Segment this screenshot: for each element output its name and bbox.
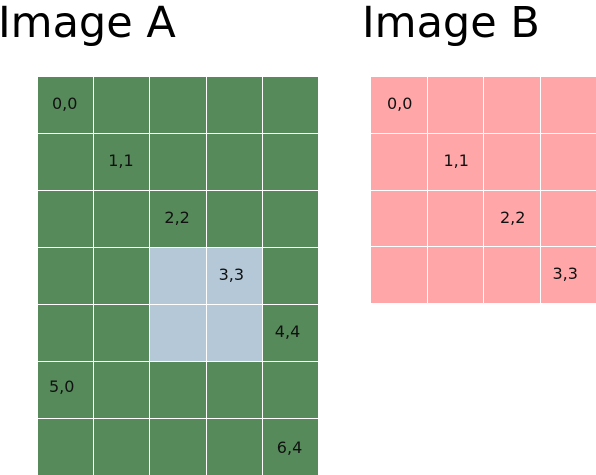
image-a-cell-3-2: [150, 248, 206, 304]
image-a-cell-label: 2,2: [164, 208, 190, 227]
image-a-cell-3-1: [94, 248, 150, 304]
image-a-cell-1-2: [150, 134, 206, 190]
image-a-cell-6-4: 6,4: [262, 419, 318, 475]
image-a-cell-5-4: [262, 362, 318, 418]
image-a-cell-4-1: [94, 305, 150, 361]
image-b-cell-2-1: [427, 190, 483, 247]
image-a-cell-label: 3,3: [218, 265, 245, 284]
image-a-cell-2-2: 2,2: [150, 191, 206, 247]
image-a-cell-6-0: [38, 419, 94, 475]
image-b-title: Image B: [362, 0, 540, 48]
image-a-cell-4-4: 4,4: [262, 305, 318, 361]
image-a-cell-0-2: [150, 77, 206, 133]
image-b-cell-label: 2,2: [500, 207, 526, 227]
image-b-cell-0-1: [427, 77, 483, 133]
image-a-cell-2-1: [94, 191, 150, 247]
image-a-cell-0-3: [206, 77, 262, 133]
image-a-cell-4-2: [150, 305, 206, 361]
image-b-cell-2-0: [371, 190, 427, 247]
image-a-cell-5-2: [150, 362, 206, 418]
image-b-grid: 0,0 1,1 2,2 3,3: [371, 77, 596, 303]
image-a-cell-label: 0,0: [52, 94, 78, 113]
image-b-cell-3-1: [427, 247, 483, 303]
image-b-cell-3-3: 3,3: [540, 247, 596, 303]
image-a-cell-4-3: [206, 305, 262, 361]
image-b-cell-1-1: 1,1: [427, 133, 483, 190]
image-b-cell-0-3: [540, 77, 596, 133]
image-b-cell-0-0: 0,0: [371, 77, 427, 133]
image-b-cell-3-0: [371, 247, 427, 303]
image-a-title: Image A: [0, 0, 176, 48]
image-b-cell-0-2: [484, 77, 540, 133]
image-a-cell-6-1: [94, 419, 150, 475]
image-a-cell-6-3: [206, 419, 262, 475]
image-a-grid: 0,0 1,1 2,2 3,3 4,4 5,0 6,4: [38, 77, 318, 475]
image-b-cell-3-2: [484, 247, 540, 303]
image-a-cell-5-3: [206, 362, 262, 418]
image-a-cell-1-3: [206, 134, 262, 190]
image-a-cell-1-0: [38, 134, 94, 190]
image-a-cell-2-3: [206, 191, 262, 247]
image-a-cell-6-2: [150, 419, 206, 475]
image-a-cell-1-1: 1,1: [94, 134, 150, 190]
image-a-cell-label: 6,4: [276, 438, 303, 457]
image-b-cell-label: 3,3: [552, 264, 578, 284]
image-a-cell-0-0: 0,0: [38, 77, 94, 133]
image-a-cell-3-4: [262, 248, 318, 304]
image-b-cell-label: 1,1: [443, 150, 469, 170]
image-a-cell-3-3: 3,3: [206, 248, 262, 304]
image-a-cell-label: 5,0: [49, 377, 75, 396]
image-b-cell-2-2: 2,2: [484, 190, 540, 247]
image-a-cell-5-1: [94, 362, 150, 418]
image-a-cell-3-0: [38, 248, 94, 304]
image-a-cell-1-4: [262, 134, 318, 190]
image-b-cell-1-2: [484, 133, 540, 190]
image-a-cell-2-4: [262, 191, 318, 247]
image-a-cell-label: 1,1: [108, 151, 134, 170]
image-a-cell-2-0: [38, 191, 94, 247]
image-a-cell-0-4: [262, 77, 318, 133]
image-a-cell-0-1: [94, 77, 150, 133]
image-a-cell-4-0: [38, 305, 94, 361]
image-b-cell-label: 0,0: [387, 94, 413, 113]
image-b-cell-1-0: [371, 133, 427, 190]
image-b-cell-2-3: [540, 190, 596, 247]
image-a-cell-label: 4,4: [274, 322, 301, 341]
image-b-cell-1-3: [540, 133, 596, 190]
image-a-cell-5-0: 5,0: [38, 362, 94, 418]
